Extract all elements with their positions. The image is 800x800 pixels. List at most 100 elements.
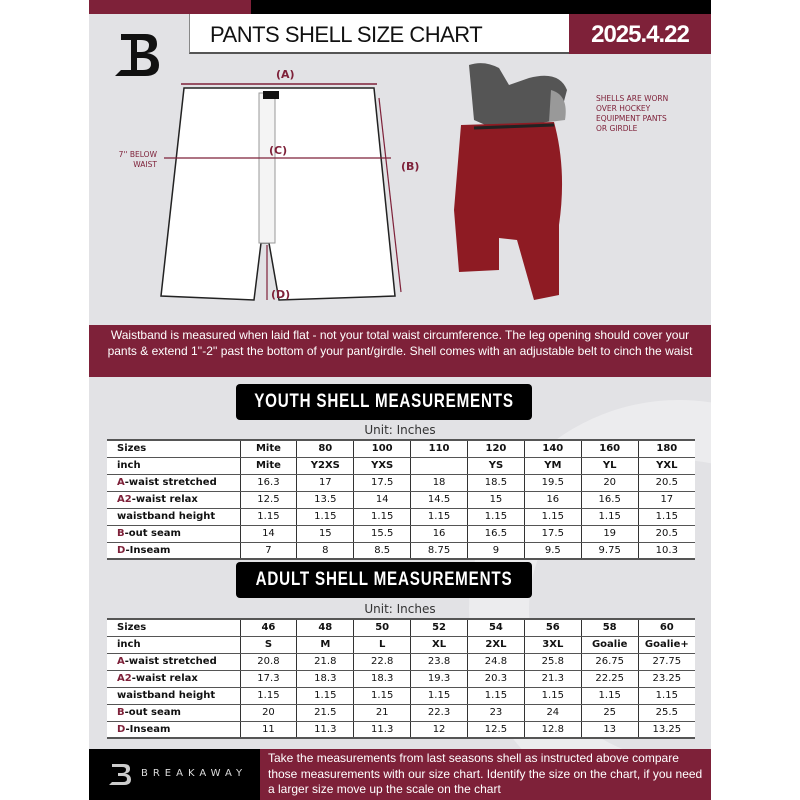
table-cell: 58 — [581, 619, 639, 637]
table-cell: 20.8 — [240, 653, 298, 671]
measure-mark: A — [117, 477, 125, 488]
label-d: (D) — [271, 288, 291, 301]
table-cell: 56 — [524, 619, 582, 637]
table-cell: 120 — [467, 440, 525, 458]
table-row: A2-waist relax 12.5 13.5 14 14.5 15 16 16.5 17 — [107, 491, 695, 509]
table-cell: YXL — [638, 457, 695, 475]
table-cell: 22.8 — [353, 653, 412, 671]
measure-mark: A2 — [117, 673, 132, 684]
table-cell: 19 — [581, 525, 639, 543]
footer-instructions: Take the measurements from last seasons … — [260, 749, 711, 800]
table-cell: 12.8 — [524, 721, 582, 739]
table-cell: 9 — [467, 542, 525, 560]
date-badge: 2025.4.22 — [569, 14, 711, 54]
table-cell: 12 — [410, 721, 468, 739]
table-cell: 13 — [581, 721, 639, 739]
table-cell: 1.15 — [581, 687, 639, 705]
table-cell: 18.5 — [467, 474, 525, 492]
row-label: B-out seam — [107, 704, 241, 722]
table-cell: L — [353, 636, 412, 654]
table-cell: 21.3 — [524, 670, 582, 688]
table-cell: 20 — [240, 704, 298, 722]
info-banner: Waistband is measured when laid flat - n… — [89, 325, 711, 377]
youth-heading: YOUTH SHELL MEASUREMENTS — [254, 391, 514, 412]
table-cell: 13.25 — [638, 721, 695, 739]
table-cell: 15 — [467, 491, 525, 509]
below-waist-note: 7'' BELOW WAIST — [118, 150, 157, 169]
row-label-text: waistband height — [117, 690, 216, 701]
youth-table: Sizes Mite 80 100 110 120 140 160 180 inch Mite Y2X… — [107, 439, 695, 560]
label-b: (B) — [401, 160, 420, 173]
table-cell: 26.75 — [581, 653, 639, 671]
table-cell: 20.3 — [467, 670, 525, 688]
table-cell: Goalie — [581, 636, 639, 654]
table-cell: 3XL — [524, 636, 582, 654]
measure-mark: D — [117, 544, 126, 556]
table-cell: 52 — [410, 619, 468, 637]
table-cell: 21 — [353, 704, 412, 722]
table-cell: 24 — [524, 704, 582, 722]
adult-table: Sizes 46 48 50 52 54 56 58 60 inch S M L XL 2XL 3XL Goal… — [107, 618, 695, 739]
title-box: PANTS SHELL SIZE CHART — [189, 14, 569, 54]
row-label: D-Inseam — [107, 542, 241, 560]
table-cell: 24.8 — [467, 653, 525, 671]
table-cell: 19.5 — [524, 474, 582, 492]
measure-mark: D — [117, 723, 126, 735]
row-label-text: Sizes — [117, 622, 147, 634]
table-cell: 23 — [467, 704, 525, 722]
row-label-text: -out seam — [124, 528, 181, 539]
table-cell: 25.8 — [524, 653, 582, 671]
table-cell: 1.15 — [353, 687, 412, 705]
label-a: (A) — [276, 68, 295, 81]
measurement-diagram: (A) (C) (B) (D) 7'' BELOW WAIST SHELLS A… — [89, 60, 711, 320]
table-cell: 50 — [353, 619, 412, 637]
top-bar-accent — [89, 0, 251, 14]
table-cell: 160 — [581, 440, 639, 458]
table-cell: 8.5 — [353, 542, 412, 560]
table-cell: 54 — [467, 619, 525, 637]
table-cell: 1.15 — [638, 687, 695, 705]
row-label: Sizes — [107, 440, 241, 458]
table-cell: 9.5 — [524, 542, 582, 560]
row-label: inch — [107, 636, 241, 654]
table-row: inch S M L XL 2XL 3XL Goalie Goalie+ — [107, 636, 695, 654]
table-row: Sizes 46 48 50 52 54 56 58 60 — [107, 619, 695, 637]
table-cell: 17.5 — [353, 474, 412, 492]
table-cell: 1.15 — [296, 508, 355, 526]
table-cell: 25 — [581, 704, 639, 722]
table-cell: 17 — [638, 491, 695, 509]
table-cell: 17.3 — [240, 670, 298, 688]
row-label-text: -waist relax — [131, 494, 198, 505]
table-cell: S — [240, 636, 298, 654]
table-cell: 22.25 — [581, 670, 639, 688]
table-cell: 16 — [524, 491, 582, 509]
table-row: inch Mite Y2XS YXS YS YM YL YXL — [107, 457, 695, 475]
table-cell: Y2XS — [296, 457, 355, 475]
row-label-text: inch — [117, 639, 141, 650]
table-cell: 16.5 — [467, 525, 525, 543]
table-cell: 18.3 — [296, 670, 355, 688]
table-cell: 48 — [296, 619, 355, 637]
label-c: (C) — [269, 144, 288, 157]
table-cell: 100 — [353, 440, 412, 458]
table-cell: 19.3 — [410, 670, 468, 688]
row-label-text: -waist stretched — [124, 477, 217, 488]
table-cell — [410, 457, 468, 475]
row-label: A-waist stretched — [107, 474, 241, 492]
table-cell: M — [296, 636, 355, 654]
table-cell: 140 — [524, 440, 582, 458]
row-label: waistband height — [107, 508, 241, 526]
table-cell: YM — [524, 457, 582, 475]
table-cell: 1.15 — [467, 508, 525, 526]
table-row: A-waist stretched 20.8 21.8 22.8 23.8 24.8 25.… — [107, 653, 695, 671]
row-label-text: -waist relax — [131, 673, 198, 684]
table-cell: 21.5 — [296, 704, 355, 722]
table-cell: 1.15 — [240, 687, 298, 705]
table-cell: 46 — [240, 619, 298, 637]
table-cell: 1.15 — [296, 687, 355, 705]
table-cell: 1.15 — [524, 687, 582, 705]
table-cell: 17 — [296, 474, 355, 492]
row-label: D-Inseam — [107, 721, 241, 739]
shell-note: SHELLS ARE WORN OVER HOCKEY EQUIPMENT PA… — [596, 94, 669, 133]
table-cell: 12.5 — [467, 721, 525, 739]
